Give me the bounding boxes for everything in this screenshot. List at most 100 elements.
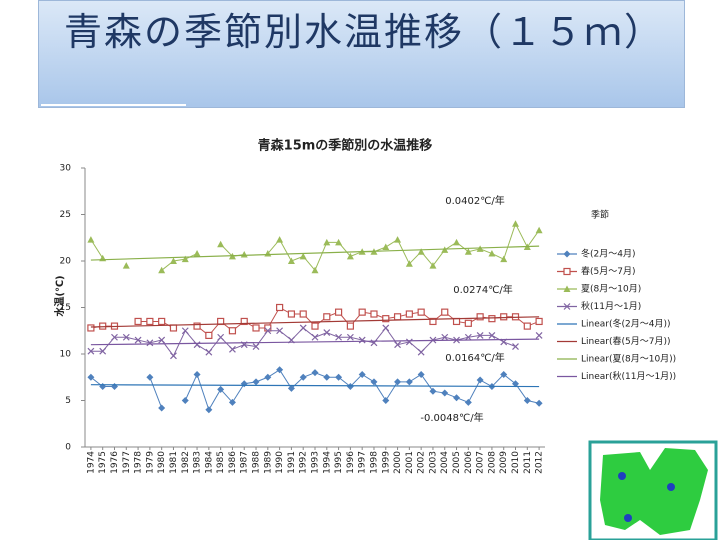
x-tick-label: 2009 [499, 451, 509, 474]
marker [276, 303, 284, 312]
map [588, 440, 718, 540]
x-tick-label: 2003 [428, 451, 438, 474]
x-tick-label: 1993 [311, 451, 321, 474]
x-tick-label: 1981 [169, 451, 179, 474]
marker [441, 308, 449, 316]
marker [287, 384, 295, 392]
marker [417, 348, 425, 356]
marker [476, 376, 484, 384]
trend-line [90, 245, 540, 261]
x-tick-label: 1997 [358, 451, 368, 474]
marker [512, 220, 520, 227]
marker [205, 348, 213, 356]
marker [240, 317, 248, 326]
marker [335, 373, 343, 381]
site [624, 514, 632, 522]
marker [500, 313, 508, 321]
marker [299, 324, 307, 332]
x-tick-label: 1986 [228, 451, 238, 474]
marker [323, 238, 331, 246]
legend-label: Linear(春(5月～7月)) [581, 335, 670, 347]
x-tick-label: 1977 [122, 451, 132, 474]
legend-label: Linear(秋(11月～1月)) [581, 370, 676, 382]
marker [264, 327, 272, 335]
marker [311, 266, 319, 274]
legend-label: 夏(8月～10月) [581, 284, 641, 295]
marker [146, 373, 154, 381]
marker [276, 236, 284, 243]
marker [240, 250, 248, 258]
chart-title: 青森15mの季節別の水温推移 [258, 138, 433, 154]
marker [99, 347, 107, 355]
x-tick-label: 2000 [393, 451, 403, 474]
marker [429, 262, 437, 269]
x-tick-label: 1976 [110, 451, 120, 474]
lake [600, 448, 708, 535]
x-tick-label: 1984 [204, 451, 214, 474]
marker [228, 398, 236, 406]
series-line [90, 222, 540, 272]
marker [111, 333, 118, 341]
marker [169, 324, 178, 332]
marker [229, 345, 236, 353]
x-tick-label: 2010 [511, 451, 521, 474]
marker [563, 250, 571, 258]
marker [535, 331, 543, 339]
marker [299, 310, 307, 318]
x-tick-label: 1980 [157, 451, 167, 474]
marker [311, 333, 319, 341]
x-tick-label: 1999 [381, 451, 391, 474]
marker [146, 317, 154, 326]
marker [311, 369, 319, 377]
x-tick-label: 1994 [322, 451, 332, 474]
marker [87, 236, 95, 243]
marker [87, 373, 95, 381]
marker [334, 308, 343, 316]
marker [181, 327, 189, 335]
marker [87, 324, 95, 332]
x-tick-label: 1974 [86, 451, 96, 474]
marker [441, 389, 449, 397]
marker [299, 252, 307, 260]
marker [500, 255, 508, 263]
marker [417, 370, 425, 378]
x-tick-label: 1995 [334, 451, 344, 474]
marker [299, 373, 307, 381]
marker [405, 338, 413, 346]
x-tick-label: 2008 [487, 451, 497, 474]
marker [264, 373, 272, 381]
marker [358, 336, 366, 344]
x-tick-label: 1978 [134, 451, 144, 474]
marker [122, 262, 130, 269]
annotation: 0.0274℃/年 [453, 283, 513, 296]
x-tick-label: 2005 [452, 451, 462, 474]
trend-line [90, 316, 540, 328]
legend-label: Linear(夏(8月～10月)) [581, 354, 676, 365]
marker [323, 373, 331, 381]
x-tick-label: 2004 [440, 451, 450, 474]
marker [452, 317, 461, 326]
y-tick-label: 10 [60, 350, 72, 360]
marker [464, 333, 472, 341]
marker [500, 370, 508, 378]
marker [523, 322, 531, 330]
y-axis-label: 水温(℃) [53, 275, 66, 317]
marker [346, 333, 354, 341]
x-tick-label: 2007 [476, 451, 486, 474]
marker [394, 378, 402, 386]
x-tick-label: 1989 [263, 451, 273, 474]
marker [382, 315, 390, 323]
marker [193, 322, 201, 330]
marker [346, 383, 354, 391]
marker [441, 333, 449, 341]
x-tick-label: 1987 [240, 451, 250, 474]
x-tick-label: 2001 [405, 451, 415, 474]
trend-line [90, 384, 540, 388]
marker [563, 285, 571, 292]
marker [158, 404, 166, 412]
marker [512, 343, 519, 350]
marker [476, 313, 484, 321]
x-tick-label: 2006 [464, 451, 474, 474]
